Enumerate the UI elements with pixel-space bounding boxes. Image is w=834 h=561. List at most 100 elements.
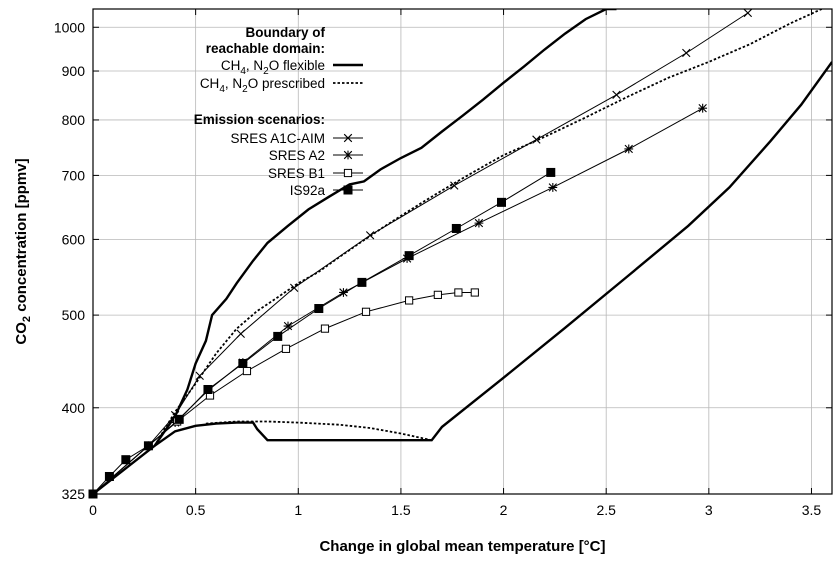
x-tick-label: 0 — [89, 502, 97, 518]
legend-label-flexible-part: , N — [246, 58, 263, 73]
series-is92a-marker — [143, 441, 153, 451]
series-sres-b1-marker — [361, 307, 371, 316]
series-sres-a1c-aim-marker — [289, 283, 299, 292]
legend-label-prescribed-part: 4 — [219, 84, 225, 95]
series-sres-a1c-aim-marker — [365, 231, 375, 240]
axis-ticks: 0 0.5 1 1.5 2 2.5 3 3.5 325 400 500 600 700 800 900 100… — [54, 9, 832, 518]
series-is92a-marker — [451, 223, 461, 233]
legend-boundary-title: Boundary of — [246, 25, 326, 40]
reachable-domain-boundaries — [93, 9, 832, 494]
boundary-line-prescribed — [153, 9, 823, 447]
series-sres-a2-marker — [624, 144, 634, 154]
legend-label-flexible-part: CH — [221, 58, 241, 73]
x-tick-label: 1.5 — [391, 502, 411, 518]
series-sres-a2-marker — [698, 103, 708, 113]
series-sres-a2-marker — [548, 183, 558, 192]
series-is92a-marker — [238, 359, 248, 369]
legend-label-prescribed-part: 2 — [242, 84, 248, 95]
legend-boundary-title-part: reachable domain: — [206, 41, 325, 56]
x-tick-label: 2 — [500, 502, 508, 518]
series-sres-b1-marker — [281, 344, 291, 353]
x-tick-label: 3 — [705, 502, 713, 518]
y-axis-label-part: concentration [ppmv] — [13, 158, 30, 316]
series-sres-a2-marker — [283, 321, 293, 331]
legend-label-prescribed-part: O prescribed — [248, 76, 325, 91]
x-tick-label: 3.5 — [802, 502, 822, 518]
legend-scenario-title: Emission scenarios: — [194, 112, 325, 127]
x-axis-label: Change in global mean temperature [°C] — [319, 538, 605, 555]
y-tick-label: 400 — [62, 400, 86, 416]
legend-label-flexible-part: O flexible — [269, 58, 325, 73]
series-is92a-marker — [104, 471, 114, 481]
legend-label-is92a-part: IS92a — [290, 183, 326, 198]
emission-scenario-series — [88, 8, 753, 499]
boundary-line-prescribed-lower — [205, 420, 432, 442]
series-sres-b1-marker — [242, 366, 252, 376]
series-sres-a1c-aim-marker — [195, 371, 204, 381]
y-axis-label: CO2 concentration [ppmv] — [13, 158, 33, 344]
series-sres-a1c-aim-marker — [236, 329, 245, 338]
series-is92a-marker — [497, 197, 507, 207]
legend-label-b1: SRES B1 — [268, 166, 325, 181]
legend-label-flexible-part: 4 — [240, 66, 246, 77]
series-sres-a2-marker — [474, 218, 484, 228]
series-sres-a1c-aim-line — [92, 12, 749, 495]
series-sres-a1c-aim-marker — [450, 181, 459, 190]
series-sres-a2-line — [92, 107, 703, 495]
boundary-line-flexible-lower — [153, 61, 832, 447]
y-tick-label: 325 — [62, 486, 86, 502]
legend-label-flexible: CH4, N2O flexible — [221, 58, 325, 77]
legend-boundary-title-part: Boundary of — [246, 25, 326, 40]
series-sres-b1-line — [92, 292, 475, 495]
y-axis-label-part: CO — [13, 322, 30, 345]
series-sres-b1-marker — [470, 288, 479, 297]
legend-label-a2: SRES A2 — [269, 148, 325, 163]
legend-label-b1-part: SRES B1 — [268, 166, 325, 181]
legend-scenario-title-part: Emission scenarios: — [194, 112, 325, 127]
series-sres-a1c-aim-marker — [682, 48, 691, 58]
series-is92a-marker — [546, 167, 556, 177]
series-is92a-marker — [404, 251, 414, 261]
series-is92a-marker — [314, 304, 324, 314]
series-sres-b1-marker — [320, 324, 330, 333]
x-tick-label: 2.5 — [596, 502, 616, 518]
series-sres-b1-marker — [405, 296, 414, 305]
series-sres-b1-marker — [433, 290, 442, 299]
series-sres-a1c-aim-marker — [743, 8, 753, 18]
legend-label-a1c-part: SRES A1C-AIM — [230, 131, 325, 146]
legend-label-is92a: IS92a — [290, 183, 326, 198]
legend-label-prescribed-part: CH — [200, 76, 220, 91]
series-sres-b1-marker — [454, 288, 463, 297]
plot-frame — [92, 8, 833, 495]
grid — [93, 9, 832, 494]
series-sres-a1c-aim-marker — [612, 90, 621, 99]
series-is92a-marker — [203, 384, 213, 394]
legend-label-prescribed-part: , N — [225, 76, 242, 91]
legend-b1-marker — [343, 168, 353, 178]
legend-label-a1c: SRES A1C-AIM — [230, 131, 325, 146]
series-sres-a2-marker — [339, 288, 348, 297]
series-sres-a1c-aim-marker — [532, 135, 541, 144]
y-tick-label: 900 — [62, 63, 86, 79]
legend-label-a2-part: SRES A2 — [269, 148, 325, 163]
legend-label-prescribed: CH4, N2O prescribed — [200, 76, 325, 95]
legend-is92a-marker — [343, 185, 353, 195]
boundary-line-flexible — [93, 9, 617, 494]
y-axis-label-part: 2 — [21, 316, 33, 322]
series-is92a-marker — [174, 414, 184, 424]
y-tick-label: 600 — [62, 231, 86, 247]
y-tick-label: 800 — [62, 112, 86, 128]
series-is92a-marker — [273, 331, 283, 341]
legend-a2-marker — [343, 150, 353, 160]
legend-a1c-marker — [343, 133, 353, 143]
x-tick-label: 1 — [294, 502, 302, 518]
x-tick-label: 0.5 — [186, 502, 206, 518]
legend-label-flexible-part: 2 — [263, 66, 269, 77]
series-is92a-marker — [121, 455, 131, 465]
y-tick-label: 500 — [62, 307, 86, 323]
series-is92a-marker — [357, 277, 367, 287]
legend-boundary-title: reachable domain: — [206, 41, 325, 56]
y-tick-label: 1000 — [54, 19, 85, 35]
